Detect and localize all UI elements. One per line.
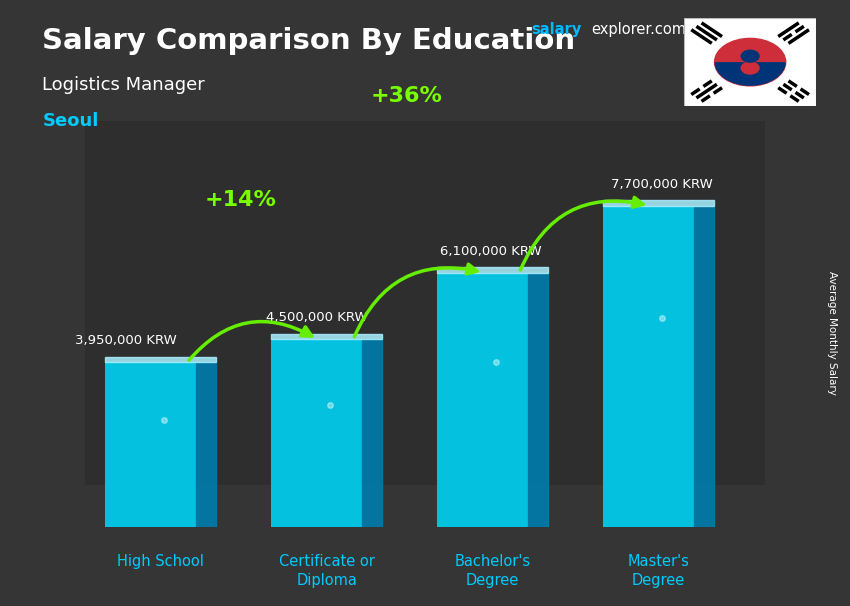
Text: explorer.com: explorer.com	[591, 22, 686, 38]
FancyArrowPatch shape	[189, 322, 312, 360]
Text: 6,100,000 KRW: 6,100,000 KRW	[440, 245, 541, 258]
Polygon shape	[362, 339, 382, 527]
Polygon shape	[437, 267, 548, 273]
Bar	[437, 273, 529, 527]
Polygon shape	[105, 357, 216, 362]
FancyArrowPatch shape	[354, 264, 477, 337]
Polygon shape	[196, 362, 216, 527]
Polygon shape	[529, 273, 548, 527]
Text: Salary Comparison By Education: Salary Comparison By Education	[42, 27, 575, 55]
Text: 4,500,000 KRW: 4,500,000 KRW	[266, 311, 367, 324]
Polygon shape	[715, 62, 785, 86]
FancyArrowPatch shape	[520, 198, 643, 270]
Text: High School: High School	[117, 553, 204, 568]
Bar	[271, 339, 362, 527]
Circle shape	[715, 38, 785, 86]
Text: +26%: +26%	[536, 0, 609, 2]
Text: salary: salary	[531, 22, 581, 38]
Text: Bachelor's
Degree: Bachelor's Degree	[455, 553, 530, 588]
Polygon shape	[604, 200, 714, 206]
Text: Logistics Manager: Logistics Manager	[42, 76, 205, 94]
Text: 7,700,000 KRW: 7,700,000 KRW	[611, 178, 713, 191]
Text: Certificate or
Diploma: Certificate or Diploma	[279, 553, 375, 588]
Text: Seoul: Seoul	[42, 112, 99, 130]
Text: +14%: +14%	[204, 190, 276, 210]
Bar	[105, 362, 196, 527]
Bar	[604, 206, 694, 527]
Text: Average Monthly Salary: Average Monthly Salary	[827, 271, 837, 395]
Bar	[85, 121, 765, 485]
Text: 3,950,000 KRW: 3,950,000 KRW	[75, 335, 177, 347]
Text: Master's
Degree: Master's Degree	[628, 553, 689, 588]
Polygon shape	[694, 206, 714, 527]
Circle shape	[741, 50, 759, 62]
Circle shape	[741, 62, 759, 74]
Text: +36%: +36%	[371, 86, 442, 106]
Polygon shape	[271, 334, 382, 339]
